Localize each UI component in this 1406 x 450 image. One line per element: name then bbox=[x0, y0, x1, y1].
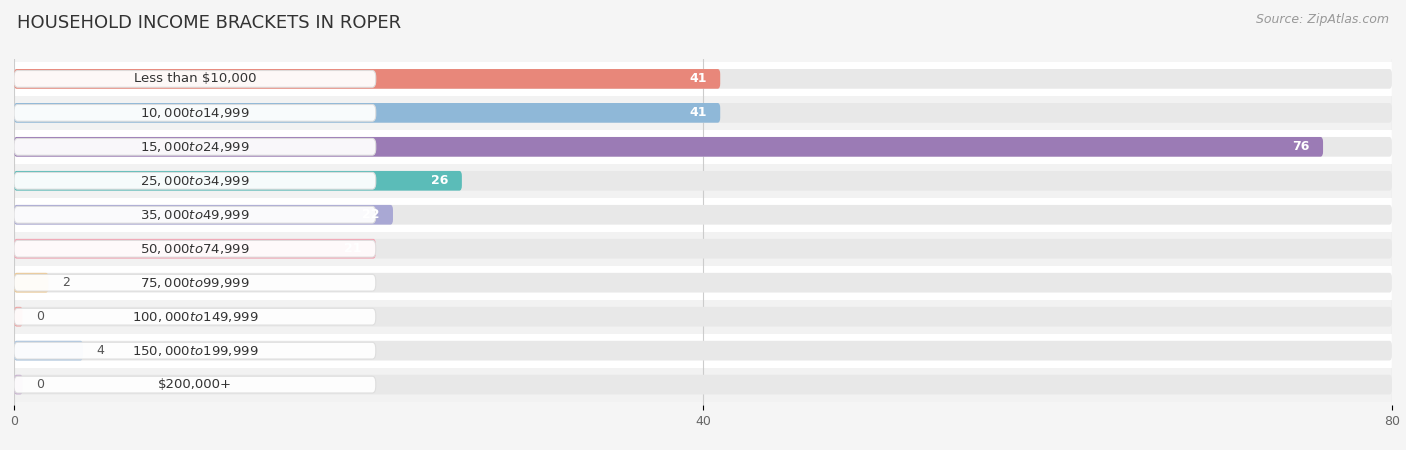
Text: HOUSEHOLD INCOME BRACKETS IN ROPER: HOUSEHOLD INCOME BRACKETS IN ROPER bbox=[17, 14, 401, 32]
FancyBboxPatch shape bbox=[14, 103, 720, 123]
FancyBboxPatch shape bbox=[14, 172, 375, 189]
Text: $100,000 to $149,999: $100,000 to $149,999 bbox=[132, 310, 259, 324]
Text: 0: 0 bbox=[37, 378, 45, 391]
Text: 41: 41 bbox=[689, 106, 706, 119]
FancyBboxPatch shape bbox=[14, 71, 375, 87]
Text: $15,000 to $24,999: $15,000 to $24,999 bbox=[141, 140, 250, 154]
Bar bbox=[14, 266, 1392, 300]
Text: 26: 26 bbox=[430, 174, 449, 187]
FancyBboxPatch shape bbox=[14, 240, 375, 257]
FancyBboxPatch shape bbox=[14, 273, 48, 292]
Text: $10,000 to $14,999: $10,000 to $14,999 bbox=[141, 106, 250, 120]
Text: Less than $10,000: Less than $10,000 bbox=[134, 72, 256, 86]
Bar bbox=[14, 164, 1392, 198]
FancyBboxPatch shape bbox=[14, 308, 375, 325]
Text: 22: 22 bbox=[361, 208, 380, 221]
Bar bbox=[14, 368, 1392, 401]
Text: $200,000+: $200,000+ bbox=[157, 378, 232, 391]
Text: $75,000 to $99,999: $75,000 to $99,999 bbox=[141, 276, 250, 290]
FancyBboxPatch shape bbox=[14, 376, 375, 393]
FancyBboxPatch shape bbox=[14, 205, 1392, 225]
FancyBboxPatch shape bbox=[14, 139, 375, 155]
FancyBboxPatch shape bbox=[14, 69, 1392, 89]
FancyBboxPatch shape bbox=[14, 137, 1323, 157]
Text: 0: 0 bbox=[37, 310, 45, 323]
Bar bbox=[14, 96, 1392, 130]
FancyBboxPatch shape bbox=[14, 69, 720, 89]
Bar bbox=[14, 62, 1392, 96]
Text: 41: 41 bbox=[689, 72, 706, 86]
Text: 4: 4 bbox=[97, 344, 104, 357]
Bar bbox=[14, 130, 1392, 164]
FancyBboxPatch shape bbox=[14, 239, 375, 259]
FancyBboxPatch shape bbox=[14, 273, 1392, 292]
Bar bbox=[14, 300, 1392, 333]
Text: $25,000 to $34,999: $25,000 to $34,999 bbox=[141, 174, 250, 188]
FancyBboxPatch shape bbox=[14, 103, 1392, 123]
Bar bbox=[14, 198, 1392, 232]
Bar bbox=[14, 232, 1392, 266]
FancyBboxPatch shape bbox=[14, 239, 1392, 259]
FancyBboxPatch shape bbox=[14, 341, 83, 360]
FancyBboxPatch shape bbox=[14, 171, 1392, 191]
FancyBboxPatch shape bbox=[14, 307, 22, 327]
Text: 2: 2 bbox=[62, 276, 70, 289]
FancyBboxPatch shape bbox=[14, 341, 1392, 360]
FancyBboxPatch shape bbox=[14, 207, 375, 223]
Text: Source: ZipAtlas.com: Source: ZipAtlas.com bbox=[1256, 14, 1389, 27]
Text: $35,000 to $49,999: $35,000 to $49,999 bbox=[141, 208, 250, 222]
FancyBboxPatch shape bbox=[14, 171, 463, 191]
FancyBboxPatch shape bbox=[14, 375, 22, 395]
Text: 76: 76 bbox=[1292, 140, 1309, 153]
Text: $150,000 to $199,999: $150,000 to $199,999 bbox=[132, 344, 259, 358]
Text: $50,000 to $74,999: $50,000 to $74,999 bbox=[141, 242, 250, 256]
FancyBboxPatch shape bbox=[14, 342, 375, 359]
FancyBboxPatch shape bbox=[14, 137, 1392, 157]
FancyBboxPatch shape bbox=[14, 307, 1392, 327]
FancyBboxPatch shape bbox=[14, 104, 375, 121]
Text: 21: 21 bbox=[344, 242, 361, 255]
Bar bbox=[14, 333, 1392, 368]
FancyBboxPatch shape bbox=[14, 274, 375, 291]
FancyBboxPatch shape bbox=[14, 375, 1392, 395]
FancyBboxPatch shape bbox=[14, 205, 394, 225]
